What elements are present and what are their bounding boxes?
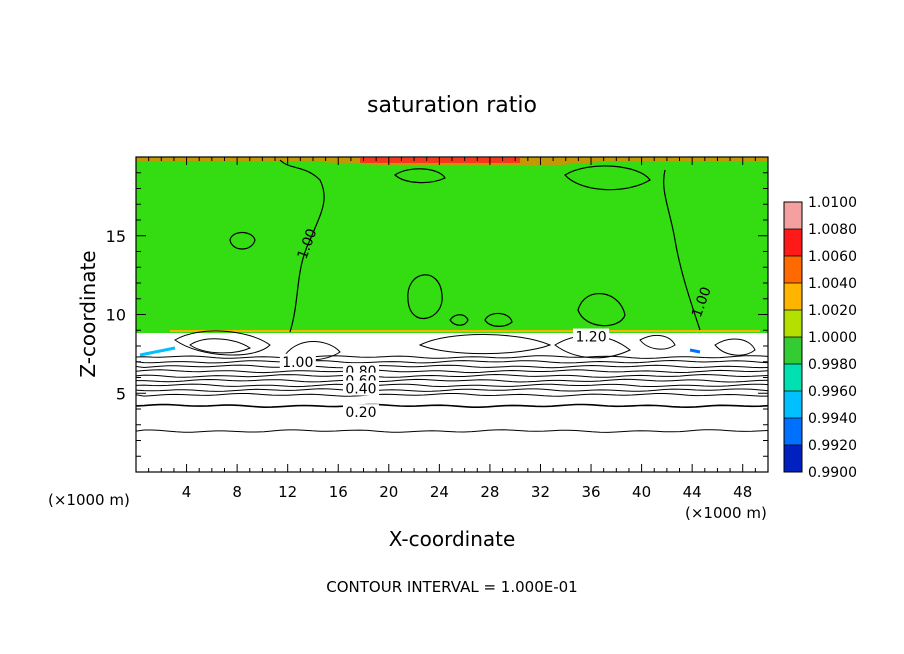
colorbar-label: 0.9940: [808, 411, 857, 427]
x-tick-label: 28: [480, 483, 499, 501]
contour-line: [136, 359, 768, 364]
colorbar-swatch: [784, 337, 802, 364]
colorbar-label: 0.9960: [808, 384, 857, 400]
contour-label-bg: [573, 328, 610, 344]
x-tick-label: 36: [581, 483, 600, 501]
contour-line: [136, 364, 768, 369]
contour-label: 0.20: [345, 405, 376, 421]
x-tick-label: 24: [430, 483, 449, 501]
y-axis-label: Z-coordinate: [76, 250, 100, 377]
colorbar-swatch: [784, 310, 802, 337]
supersaturated-region: [136, 157, 768, 333]
y-tick-label: 15: [106, 227, 126, 246]
x-tick-label: 20: [379, 483, 398, 501]
colorbar-label: 0.9980: [808, 357, 857, 373]
x-tick-label: 4: [182, 483, 192, 501]
colorbar-label: 1.0000: [808, 330, 857, 346]
colorbar-label: 1.0060: [808, 249, 857, 265]
top-fringe-peak: [360, 158, 520, 163]
chart-title: saturation ratio: [367, 93, 537, 118]
cloud-edge-left: [139, 346, 176, 357]
y-tick-label: 5: [116, 384, 126, 403]
x-unit-left: (×1000 m): [48, 491, 130, 509]
contour-label: 1.00: [282, 355, 313, 371]
colorbar-label: 1.0020: [808, 303, 857, 319]
field-layer: [136, 157, 768, 433]
colorbar-label: 1.0100: [808, 195, 857, 211]
cloud-edge-right: [689, 348, 701, 354]
contour-label-bg: [279, 353, 316, 369]
contour-line: [136, 355, 768, 359]
contour-line: [136, 369, 768, 374]
contour-label: 0.40: [345, 382, 376, 398]
contour-line: [136, 373, 768, 378]
plot-area: [135, 156, 769, 473]
x-tick-label: 32: [531, 483, 550, 501]
colorbar-frame: [783, 201, 803, 473]
x-tick-label: 16: [329, 483, 348, 501]
contour-interval-note: CONTOUR INTERVAL = 1.000E-01: [326, 578, 577, 596]
contour-line: [136, 429, 768, 433]
y-axis: 5 10 15: [106, 172, 768, 457]
x-unit-right: (×1000 m): [685, 504, 767, 522]
contour-label: 1.20: [575, 330, 606, 346]
colorbar-swatch: [784, 256, 802, 283]
x-tick-label: 44: [683, 483, 702, 501]
colorbar-swatch: [784, 202, 802, 229]
colorbar: 1.0100 1.0080 1.0060 1.0040 1.0020 1.0000 0.99…: [783, 195, 857, 481]
colorbar-swatch: [784, 229, 802, 256]
contour-label-bg: [342, 380, 379, 396]
colorbar-swatch: [784, 445, 802, 472]
colorbar-swatch: [784, 391, 802, 418]
y-tick-label: 10: [106, 306, 126, 325]
colorbar-label: 1.0040: [808, 276, 857, 292]
x-tick-label: 8: [232, 483, 242, 501]
colorbar-label: 0.9920: [808, 438, 857, 454]
x-tick-label: 40: [632, 483, 651, 501]
x-tick-label: 12: [278, 483, 297, 501]
contour-line: [136, 393, 768, 397]
colorbar-label: 1.0080: [808, 222, 857, 238]
x-axis-label: X-coordinate: [389, 527, 516, 551]
contour-line: [136, 378, 768, 383]
contour-label-bg: [342, 404, 379, 420]
moist-contours: [229, 159, 701, 333]
contour-line: [136, 403, 768, 409]
colorbar-swatch: [784, 283, 802, 310]
x-tick-label: 48: [733, 483, 752, 501]
colorbar-label: 0.9900: [808, 465, 857, 481]
stratification-contours: [136, 355, 768, 433]
colorbar-swatch: [784, 364, 802, 391]
colorbar-swatch: [784, 418, 802, 445]
contour-line: [136, 383, 768, 388]
x-axis: 4 8 12 16 20 24 28 32 36 40 44 48: [148, 157, 756, 501]
contour-line: [136, 388, 768, 392]
